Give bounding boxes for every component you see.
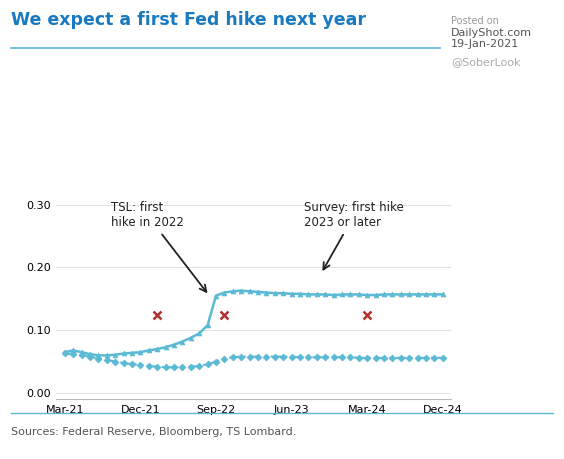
- Text: Sources: Federal Reserve, Bloomberg, TS Lombard.: Sources: Federal Reserve, Bloomberg, TS …: [11, 427, 297, 437]
- Text: 19-Jan-2021: 19-Jan-2021: [451, 39, 519, 49]
- Text: We expect a first Fed hike next year: We expect a first Fed hike next year: [11, 11, 366, 29]
- Text: DailyShot.com: DailyShot.com: [451, 28, 532, 38]
- Text: @SoberLook: @SoberLook: [451, 57, 521, 67]
- Text: Posted on: Posted on: [451, 16, 499, 26]
- Text: TSL: first
hike in 2022: TSL: first hike in 2022: [111, 202, 206, 292]
- Text: Survey: first hike
2023 or later: Survey: first hike 2023 or later: [304, 202, 404, 269]
